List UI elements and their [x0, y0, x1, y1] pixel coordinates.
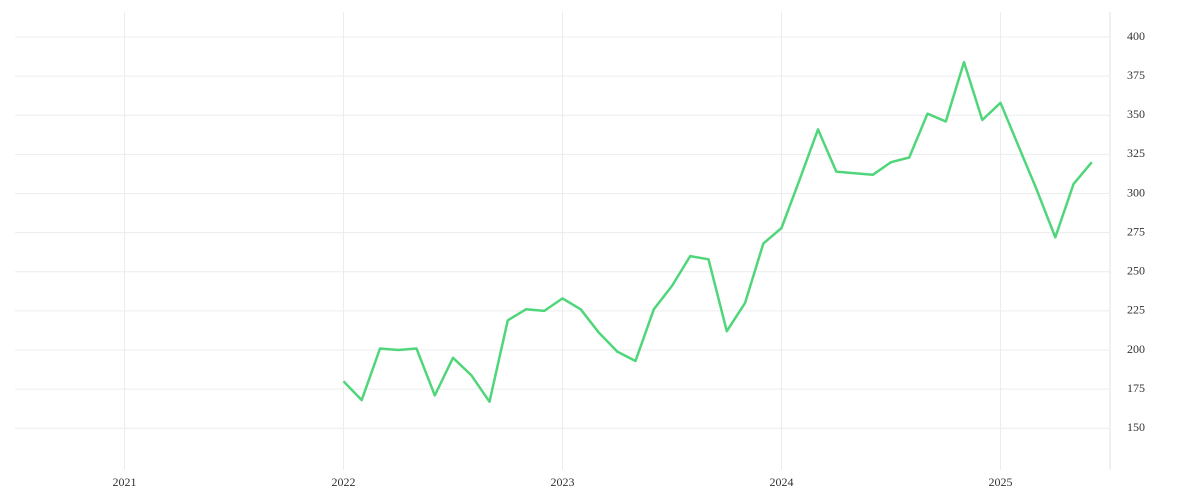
- y-tick-label: 350: [1127, 107, 1145, 121]
- y-tick-label: 250: [1127, 264, 1145, 278]
- y-tick-label: 400: [1127, 29, 1145, 43]
- line-series: [342, 60, 1093, 403]
- y-tick-label: 175: [1127, 381, 1145, 395]
- y-tick-label: 300: [1127, 185, 1145, 199]
- x-tick-label: 2025: [989, 475, 1013, 489]
- x-tick-label: 2024: [770, 475, 794, 489]
- y-tick-label: 275: [1127, 224, 1145, 238]
- y-tick-label: 150: [1127, 420, 1145, 434]
- x-tick-label: 2021: [113, 475, 137, 489]
- x-tick-label: 2022: [332, 475, 356, 489]
- y-tick-label: 200: [1127, 342, 1145, 356]
- y-tick-label: 375: [1127, 68, 1145, 82]
- y-tick-label: 225: [1127, 303, 1145, 317]
- x-tick-label: 2023: [551, 475, 575, 489]
- y-tick-label: 325: [1127, 146, 1145, 160]
